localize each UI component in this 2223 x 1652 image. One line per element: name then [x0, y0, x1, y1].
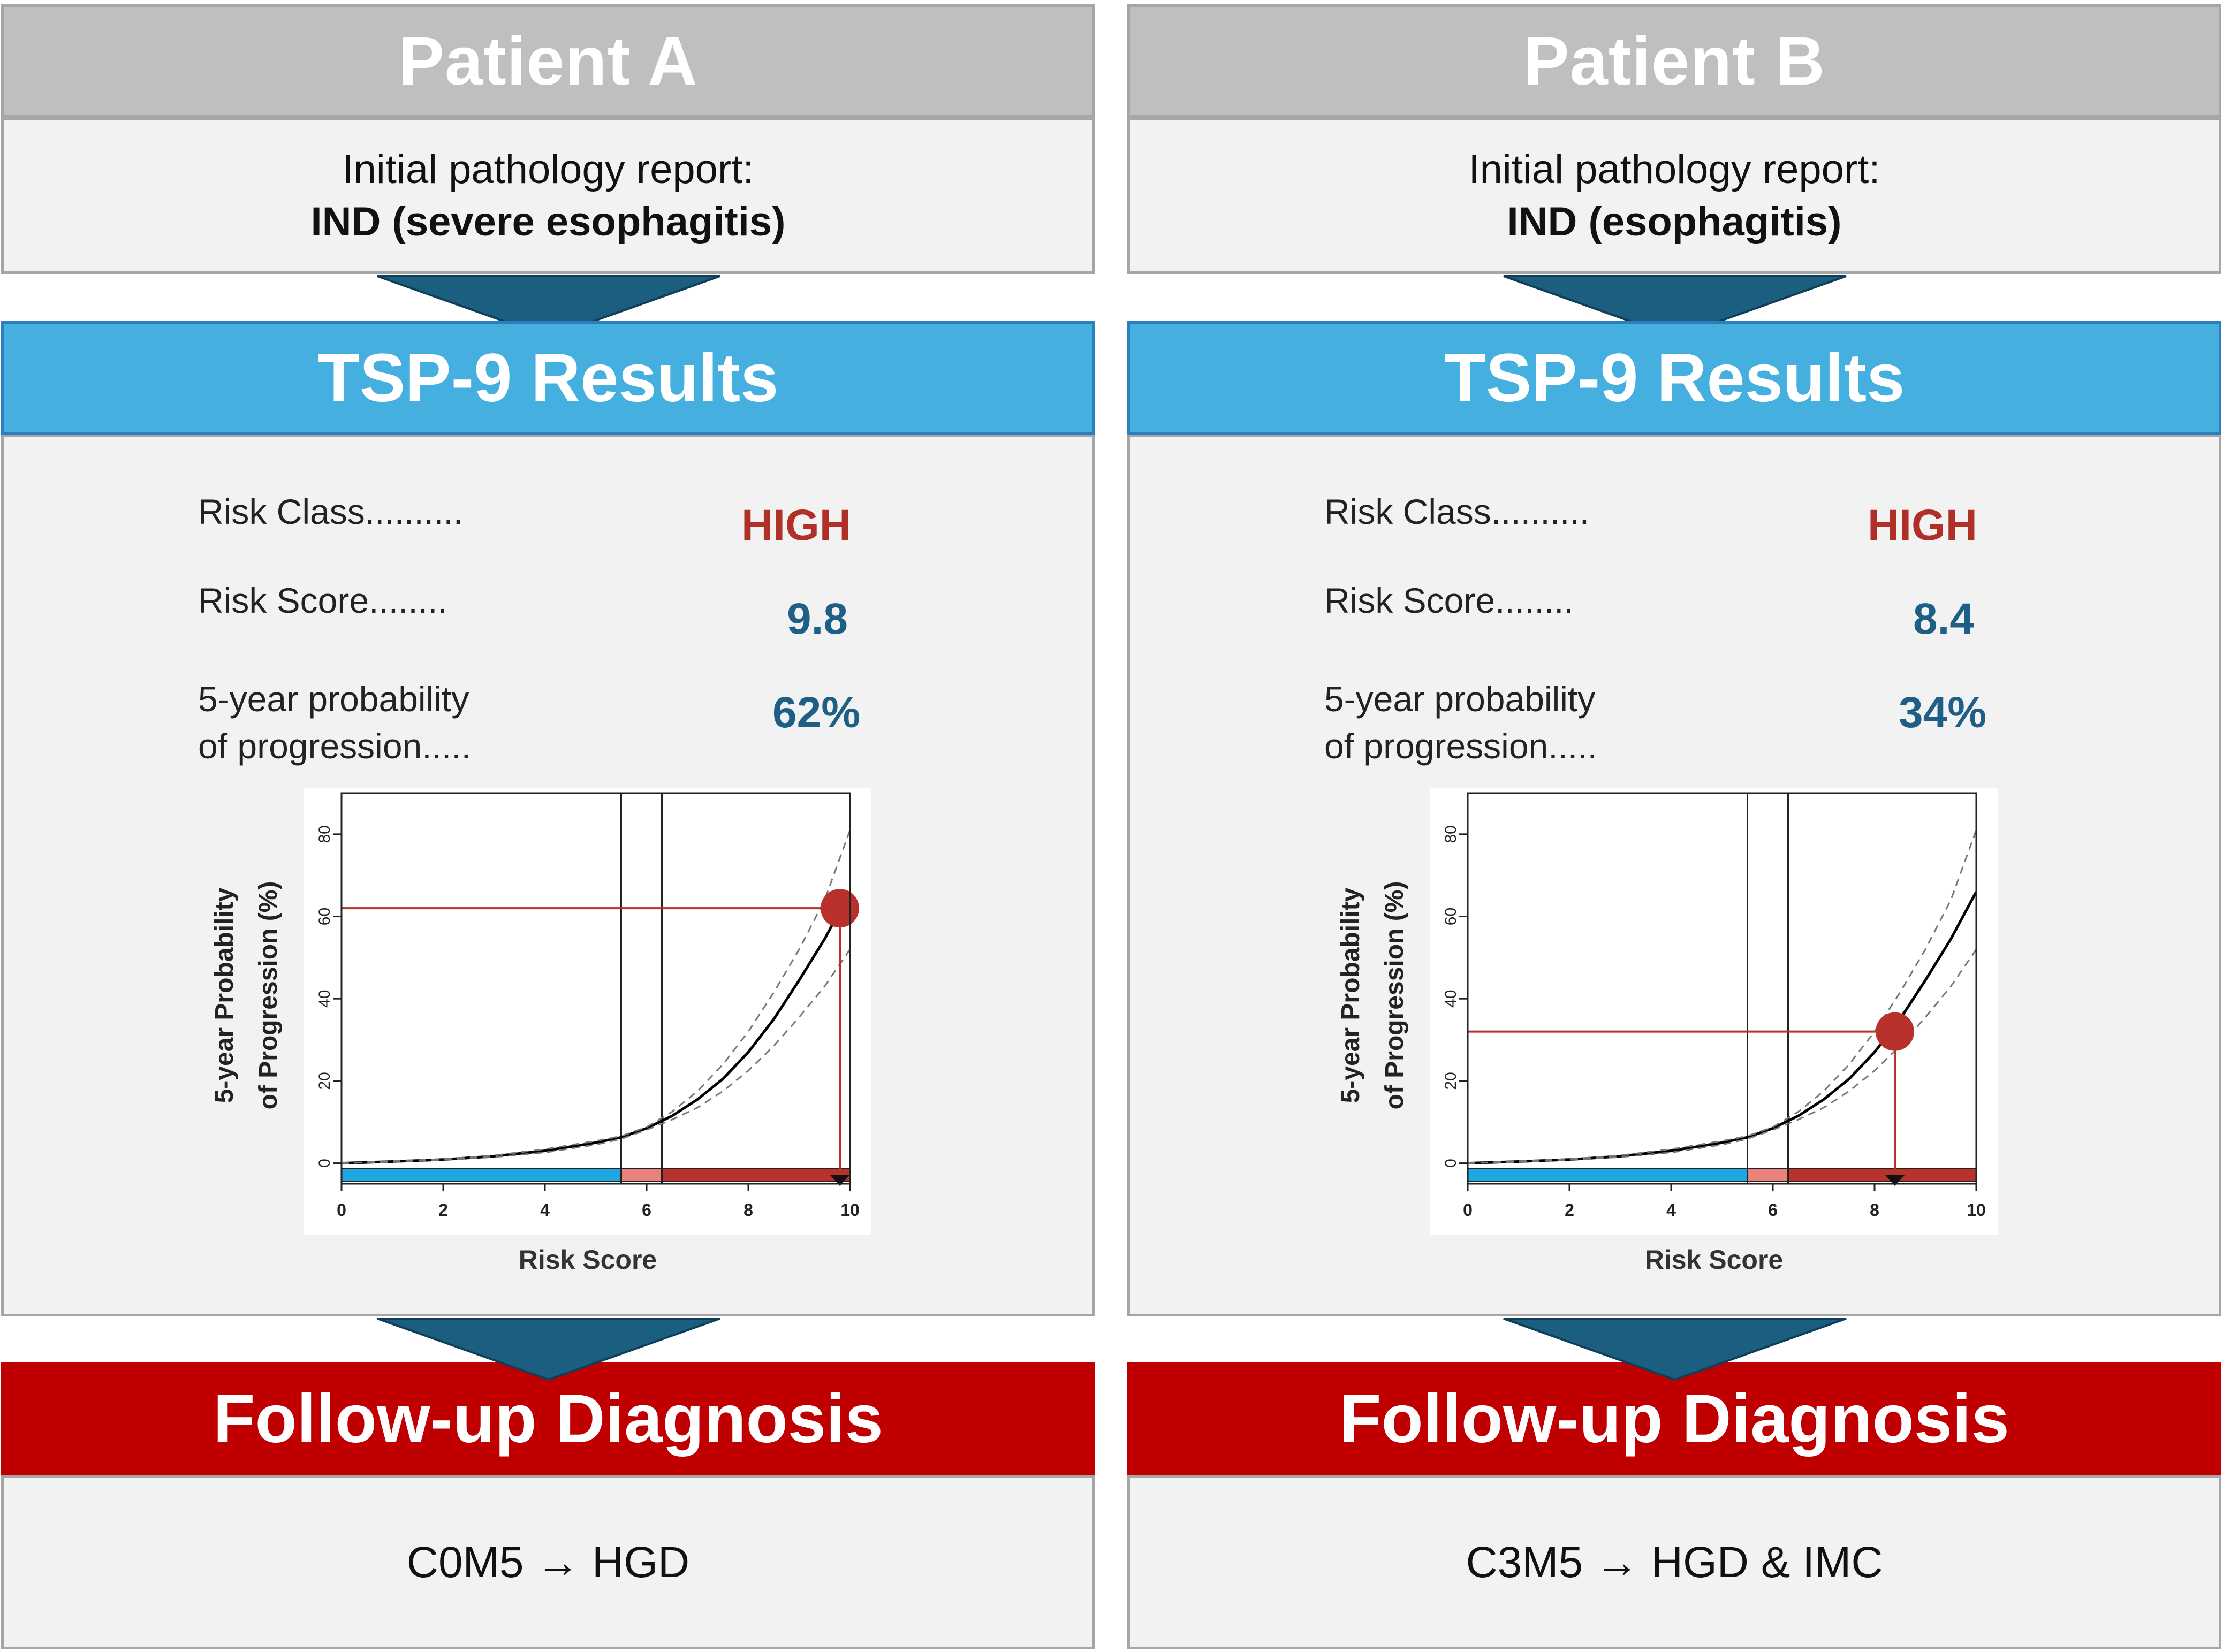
patient-marker — [1876, 1012, 1914, 1051]
results-header: TSP-9 Results — [1127, 321, 2221, 435]
risk-band-intermediate — [620, 1168, 663, 1182]
probability-value: 62% — [772, 688, 861, 737]
x-tick-label: 8 — [1870, 1200, 1879, 1220]
initial-report-diagnosis: IND (esophagitis) — [1507, 199, 1842, 245]
x-axis-title: Risk Score — [1644, 1245, 1784, 1275]
x-tick-label: 10 — [1967, 1200, 1986, 1220]
x-tick-label: 0 — [337, 1200, 346, 1220]
plot-frame — [340, 792, 851, 1185]
results-title: TSP-9 Results — [1444, 339, 1905, 416]
probability-label-line1: 5-year probability — [1324, 679, 1596, 719]
risk-class-label: Risk Class.......... — [1324, 492, 1590, 531]
confidence-band-curve — [1467, 949, 1977, 1164]
y-tick-label: 80 — [1442, 825, 1460, 843]
patient-b-column: Patient B Initial pathology report: IND … — [1126, 0, 2223, 1652]
risk-band-low — [341, 1168, 622, 1182]
initial-report-label: Initial pathology report: — [342, 147, 754, 192]
probability-label-line2: of progression..... — [1324, 726, 1597, 766]
risk-band-intermediate — [1747, 1168, 1789, 1182]
y-tick-label: 20 — [1442, 1072, 1460, 1090]
x-tick-label: 4 — [1666, 1200, 1676, 1220]
followup-panel: C0M5 → HGD — [1, 1475, 1095, 1649]
initial-report-panel: Initial pathology report: IND (severe es… — [1, 118, 1095, 274]
followup-diagnosis: C3M5 → HGD & IMC — [1466, 1537, 1883, 1587]
progression-chart: 0 20 40 60 80 0 2 4 6 8 10 — [304, 788, 871, 1235]
patient-a-title: Patient A — [398, 22, 698, 100]
risk-score-value: 9.8 — [787, 595, 848, 643]
risk-curve — [1467, 891, 1978, 1165]
risk-band-low — [1467, 1168, 1748, 1182]
patient-marker — [821, 889, 859, 928]
x-tick-label: 2 — [438, 1200, 448, 1220]
y-axis-title-line: of Progression (%) — [254, 881, 283, 1110]
score-pointer-icon — [830, 1175, 849, 1186]
patient-a-header: Patient A — [1, 4, 1095, 118]
confidence-band-curve — [341, 949, 851, 1164]
x-tick-label: 4 — [540, 1200, 550, 1220]
y-tick-label: 0 — [1442, 1159, 1460, 1168]
risk-curve — [341, 891, 852, 1165]
followup-diagnosis: C0M5 → HGD — [406, 1537, 690, 1587]
confidence-band-curve — [1467, 829, 1977, 1164]
plot-frame — [1467, 792, 1977, 1185]
confidence-band-curve — [341, 829, 851, 1164]
y-axis-title: 5-year Probability of Progression (%) — [1337, 881, 1409, 1110]
y-tick-label: 60 — [1442, 908, 1460, 925]
followup-panel: C3M5 → HGD & IMC — [1127, 1475, 2221, 1649]
y-axis-title-line: 5-year Probability — [1337, 887, 1365, 1103]
patient-guide-line — [342, 907, 841, 1178]
initial-report-panel: Initial pathology report: IND (esophagit… — [1127, 118, 2221, 274]
risk-score-label: Risk Score........ — [1324, 581, 1574, 620]
x-tick-label: 6 — [642, 1200, 651, 1220]
y-tick-label: 60 — [316, 908, 333, 925]
risk-band-high — [1787, 1168, 1977, 1182]
initial-report-diagnosis: IND (severe esophagitis) — [310, 199, 786, 245]
risk-class-value: HIGH — [741, 501, 851, 550]
y-axis-title-line: 5-year Probability — [210, 887, 239, 1103]
x-tick-label: 8 — [743, 1200, 753, 1220]
probability-label-line1: 5-year probability — [198, 679, 469, 719]
x-tick-label: 0 — [1463, 1200, 1473, 1220]
y-tick-label: 20 — [316, 1072, 333, 1090]
results-title: TSP-9 Results — [317, 339, 779, 416]
patient-b-header: Patient B — [1127, 4, 2221, 118]
progression-chart: 0 20 40 60 80 0 2 4 6 8 10 — [1430, 788, 1998, 1235]
initial-report-label: Initial pathology report: — [1468, 147, 1880, 192]
risk-score-label: Risk Score........ — [198, 581, 447, 620]
followup-header: Follow-up Diagnosis — [1, 1362, 1095, 1475]
y-axis-title-line: of Progression (%) — [1380, 881, 1409, 1110]
patient-a-column: Patient A Initial pathology report: IND … — [0, 0, 1097, 1652]
probability-value: 34% — [1899, 688, 1987, 737]
x-tick-label: 6 — [1768, 1200, 1778, 1220]
x-tick-label: 2 — [1565, 1200, 1574, 1220]
risk-band-high — [661, 1168, 851, 1182]
risk-class-label: Risk Class.......... — [198, 492, 464, 531]
x-tick-label: 10 — [840, 1200, 860, 1220]
results-header: TSP-9 Results — [1, 321, 1095, 435]
followup-title: Follow-up Diagnosis — [1339, 1380, 2009, 1457]
risk-class-value: HIGH — [1868, 501, 1977, 550]
y-tick-label: 0 — [316, 1159, 333, 1168]
y-tick-label: 40 — [316, 990, 333, 1008]
x-axis-title: Risk Score — [518, 1245, 657, 1275]
risk-score-value: 8.4 — [1913, 595, 1974, 643]
patient-guide-line — [1468, 1030, 1896, 1178]
followup-header: Follow-up Diagnosis — [1127, 1362, 2221, 1475]
y-tick-label: 80 — [316, 825, 333, 843]
probability-label-line2: of progression..... — [198, 726, 471, 766]
followup-title: Follow-up Diagnosis — [213, 1380, 883, 1457]
y-tick-label: 40 — [1442, 990, 1460, 1008]
patient-b-title: Patient B — [1523, 22, 1825, 100]
y-axis-title: 5-year Probability of Progression (%) — [210, 881, 283, 1110]
score-pointer-icon — [1885, 1175, 1905, 1186]
